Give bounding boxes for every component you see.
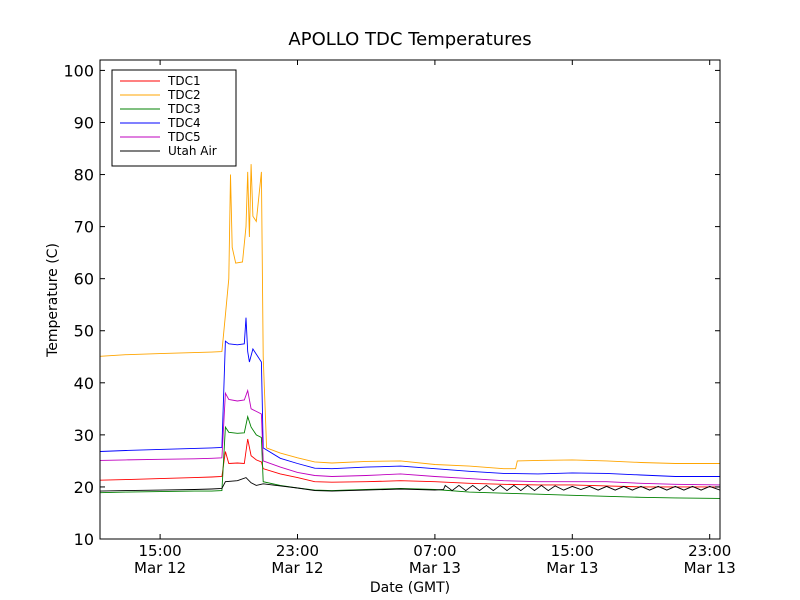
y-tick-label: 50 [74, 322, 94, 341]
y-tick-label: 20 [74, 478, 94, 497]
x-tick-label-time: 23:00 [688, 542, 731, 560]
x-tick-label-time: 23:00 [276, 542, 319, 560]
y-tick-label: 40 [74, 374, 94, 393]
x-tick-label-time: 15:00 [551, 542, 594, 560]
y-tick-label: 90 [74, 113, 94, 132]
x-tick-label-date: Mar 13 [684, 559, 736, 577]
y-tick-label: 60 [74, 270, 94, 289]
series-line-tdc1 [100, 438, 720, 488]
legend-label-utah-air: Utah Air [168, 144, 217, 158]
plot-frame [99, 59, 721, 540]
legend-label-tdc3: TDC3 [167, 102, 201, 116]
legend-label-tdc2: TDC2 [167, 88, 201, 102]
y-tick-label: 30 [74, 426, 94, 445]
legend-box [111, 69, 237, 167]
y-tick-label: 100 [63, 61, 94, 80]
x-tick-label-date: Mar 12 [134, 559, 186, 577]
x-tick-label-time: 15:00 [138, 542, 181, 560]
series-layer [100, 164, 720, 499]
series-line-utah-air [100, 477, 720, 492]
legend-label-tdc4: TDC4 [167, 116, 201, 130]
chart-title: APOLLO TDC Temperatures [288, 29, 531, 50]
legend-label-tdc5: TDC5 [167, 130, 201, 144]
y-tick-label: 70 [74, 218, 94, 237]
y-axis-label: Temperature (C) [45, 243, 61, 358]
x-tick-label-time: 07:00 [413, 542, 456, 560]
y-tick-label: 10 [74, 530, 94, 549]
series-line-tdc4 [100, 317, 720, 477]
legend-label-tdc1: TDC1 [167, 74, 201, 88]
y-tick-label: 80 [74, 166, 94, 185]
x-axis-label: Date (GMT) [370, 580, 450, 596]
x-tick-label-date: Mar 13 [409, 559, 461, 577]
series-line-tdc3 [100, 414, 720, 499]
x-tick-label-date: Mar 13 [546, 559, 598, 577]
series-line-tdc5 [100, 388, 720, 486]
x-tick-label-date: Mar 12 [271, 559, 323, 577]
series-line-tdc2 [100, 164, 720, 470]
